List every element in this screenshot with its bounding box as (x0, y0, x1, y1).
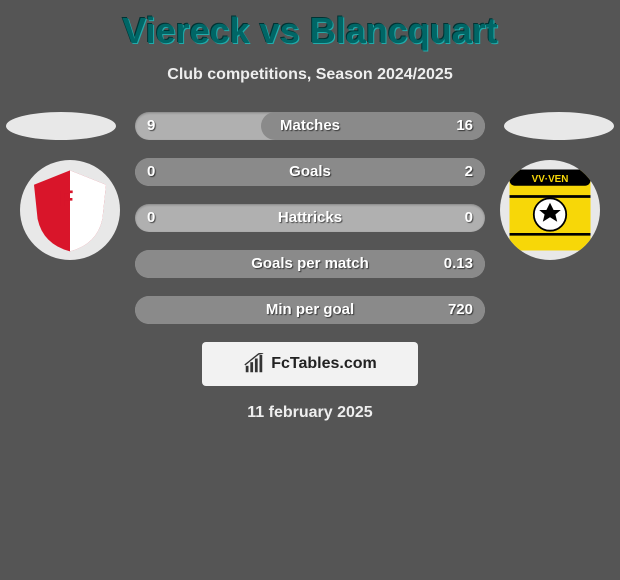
stat-bar: 0.13Goals per match (135, 250, 485, 278)
svg-text:VV·VEN: VV·VEN (532, 174, 569, 185)
club-logo-right: VV·VEN (500, 160, 600, 260)
stats-bars: 916Matches 02Goals 00Hattricks 0.13Goals pe… (135, 112, 485, 324)
stat-bar: 720Min per goal (135, 296, 485, 324)
date-text: 11 february 2025 (0, 404, 620, 422)
page-title: Viereck vs Blancquart (0, 0, 620, 52)
player-right-ellipse (504, 112, 614, 140)
stat-label: Goals (135, 158, 485, 186)
chart-icon (243, 353, 265, 375)
stat-label: Hattricks (135, 204, 485, 232)
stat-label: Min per goal (135, 296, 485, 324)
player-left-ellipse (6, 112, 116, 140)
stat-label: Goals per match (135, 250, 485, 278)
subtitle: Club competitions, Season 2024/2025 (0, 66, 620, 84)
svg-text:C: C (71, 203, 88, 229)
club-logo-left: F C (20, 160, 120, 260)
brand-text: FcTables.com (271, 355, 377, 373)
stat-bar: 916Matches (135, 112, 485, 140)
stat-label: Matches (135, 112, 485, 140)
club-right-badge: VV·VEN (505, 165, 595, 255)
comparison-stage: F C VV·VEN 916Matches 02Goals 00Hattricks 0… (0, 112, 620, 324)
brand-badge: FcTables.com (202, 342, 418, 386)
club-left-badge: F C (25, 165, 115, 255)
stat-bar: 00Hattricks (135, 204, 485, 232)
stat-bar: 02Goals (135, 158, 485, 186)
